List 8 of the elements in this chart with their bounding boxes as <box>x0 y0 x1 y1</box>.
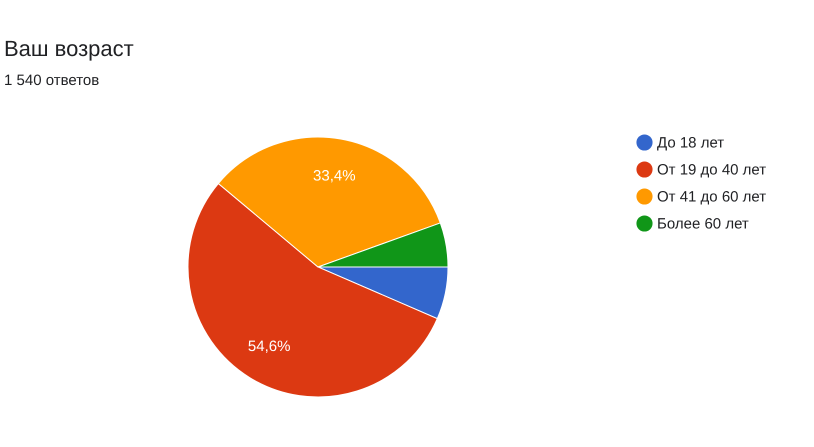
chart-title: Ваш возраст <box>4 36 134 62</box>
legend-label: От 19 до 40 лет <box>657 162 766 178</box>
legend-label: Более 60 лет <box>657 216 749 232</box>
legend-label: До 18 лет <box>657 134 724 152</box>
text: 1 540 ответов <box>4 72 100 89</box>
legend-label: От 41 до 60 лет <box>657 188 766 206</box>
data-label: 33,4% <box>313 167 356 184</box>
data-label: 54,6% <box>248 338 290 356</box>
